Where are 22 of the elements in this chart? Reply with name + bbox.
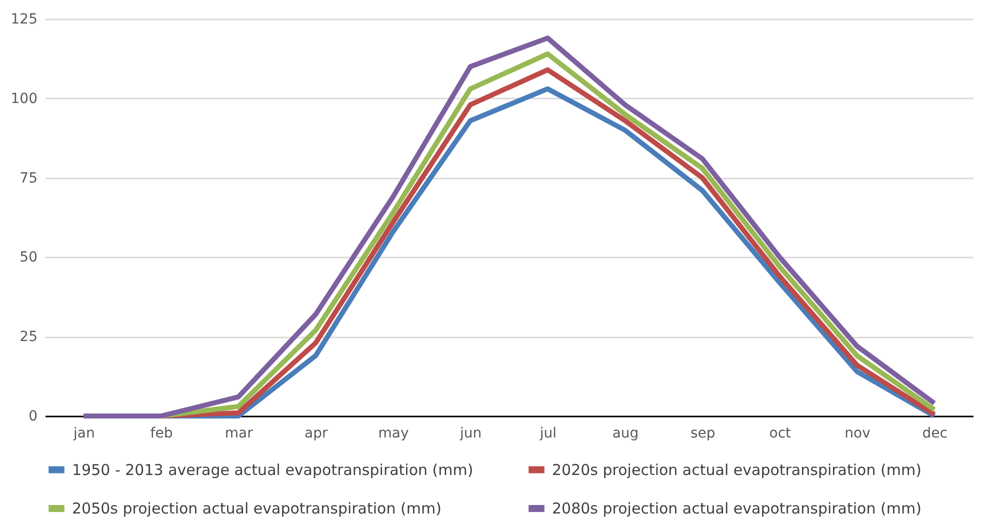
x-tick-label: jan — [72, 426, 95, 442]
y-tick-label: 50 — [20, 250, 38, 266]
x-tick-label: jul — [538, 426, 556, 442]
x-tick-label: jun — [459, 426, 482, 442]
x-tick-label: mar — [224, 426, 254, 442]
y-tick-label: 0 — [28, 408, 38, 424]
x-tick-label: nov — [844, 426, 870, 442]
x-tick-label: feb — [150, 426, 173, 442]
y-tick-label: 100 — [10, 90, 38, 107]
legend-label: 2050s projection actual evapotranspiration (mm) — [72, 500, 442, 518]
x-tick-label: sep — [690, 426, 716, 442]
x-tick-label: apr — [304, 426, 328, 442]
y-tick-label: 25 — [20, 329, 38, 346]
x-tick-label: oct — [769, 426, 792, 442]
y-tick-label: 75 — [20, 170, 38, 186]
x-tick-label: dec — [922, 426, 948, 442]
legend-label: 1950 - 2013 average actual evapotranspiration (mm) — [72, 460, 474, 479]
legend-label: 2080s projection actual evapotranspiration (mm) — [552, 500, 922, 518]
legend-label: 2020s projection actual evapotranspiration (mm) — [552, 460, 922, 479]
x-tick-label: may — [378, 426, 409, 442]
y-tick-label: 125 — [10, 12, 38, 28]
x-tick-label: aug — [612, 426, 639, 442]
